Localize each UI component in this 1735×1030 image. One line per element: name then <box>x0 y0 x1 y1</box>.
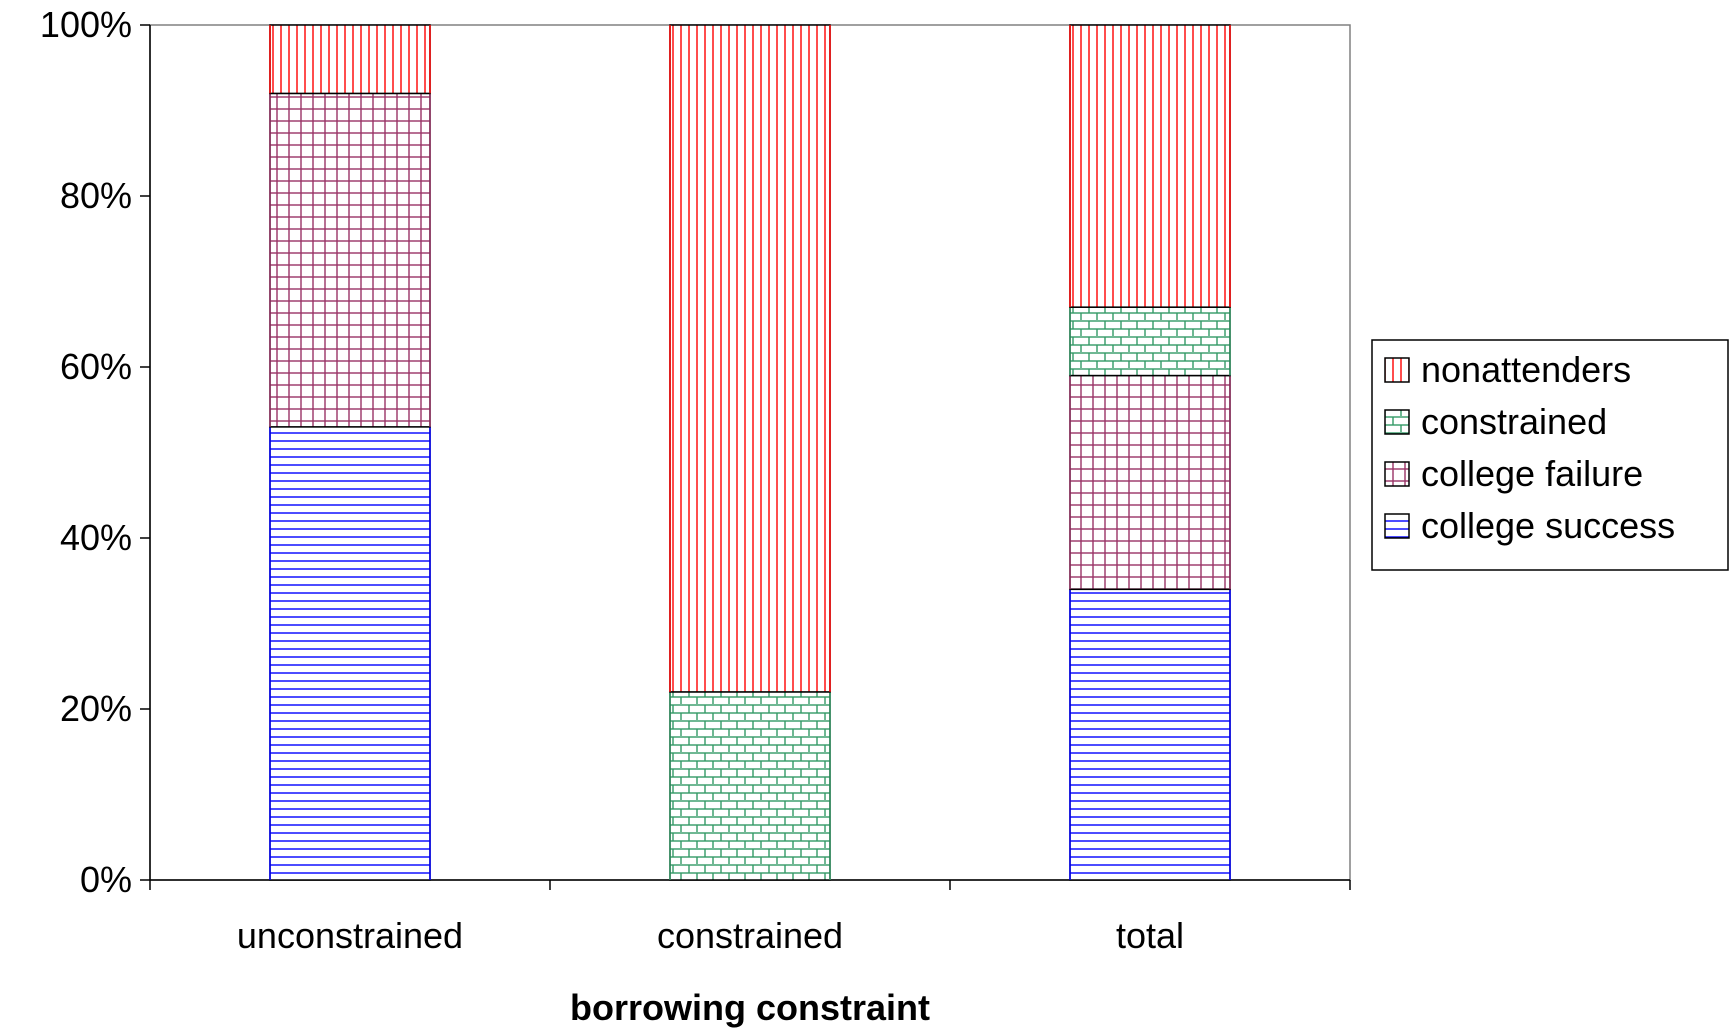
y-tick-label: 100% <box>40 4 132 45</box>
x-tick-label-total: total <box>1116 915 1184 956</box>
bar-unconstrained-college-success <box>269 426 431 881</box>
y-axis: 0% 20% 40% 60% 80% 100% <box>40 4 151 900</box>
bar-total-nonattenders <box>1069 24 1231 308</box>
legend-label-college-failure: college failure <box>1421 453 1643 494</box>
legend-swatch-college-success <box>1384 513 1410 539</box>
legend-label-constrained: constrained <box>1421 401 1607 442</box>
x-axis: unconstrained constrained total <box>149 879 1351 956</box>
x-tick-label-constrained: constrained <box>657 915 843 956</box>
legend-swatch-nonattenders <box>1384 357 1410 383</box>
bar-constrained-constrained <box>669 691 831 881</box>
legend-label-nonattenders: nonattenders <box>1421 349 1631 390</box>
y-tick-label: 0% <box>80 859 132 900</box>
legend: nonattenders constrained college failure co… <box>1371 339 1729 571</box>
bar-total-college-failure <box>1069 374 1231 591</box>
y-tick-label: 40% <box>60 517 132 558</box>
legend-swatch-college-failure <box>1384 461 1410 487</box>
bar-total-constrained <box>1069 306 1231 377</box>
bar-unconstrained-nonattenders <box>269 24 431 95</box>
legend-box <box>1371 339 1729 571</box>
legend-swatch-constrained <box>1384 409 1410 435</box>
bar-constrained-nonattenders <box>669 24 831 693</box>
x-tick-label-unconstrained: unconstrained <box>237 915 463 956</box>
legend-label-college-success: college success <box>1421 505 1675 546</box>
bar-unconstrained-college-failure <box>269 92 431 428</box>
bars-group <box>269 24 1231 881</box>
bar-total-college-success <box>1069 588 1231 881</box>
y-tick-label: 80% <box>60 175 132 216</box>
y-tick-label: 60% <box>60 346 132 387</box>
y-tick-label: 20% <box>60 688 132 729</box>
x-axis-title: borrowing constraint <box>570 987 930 1028</box>
